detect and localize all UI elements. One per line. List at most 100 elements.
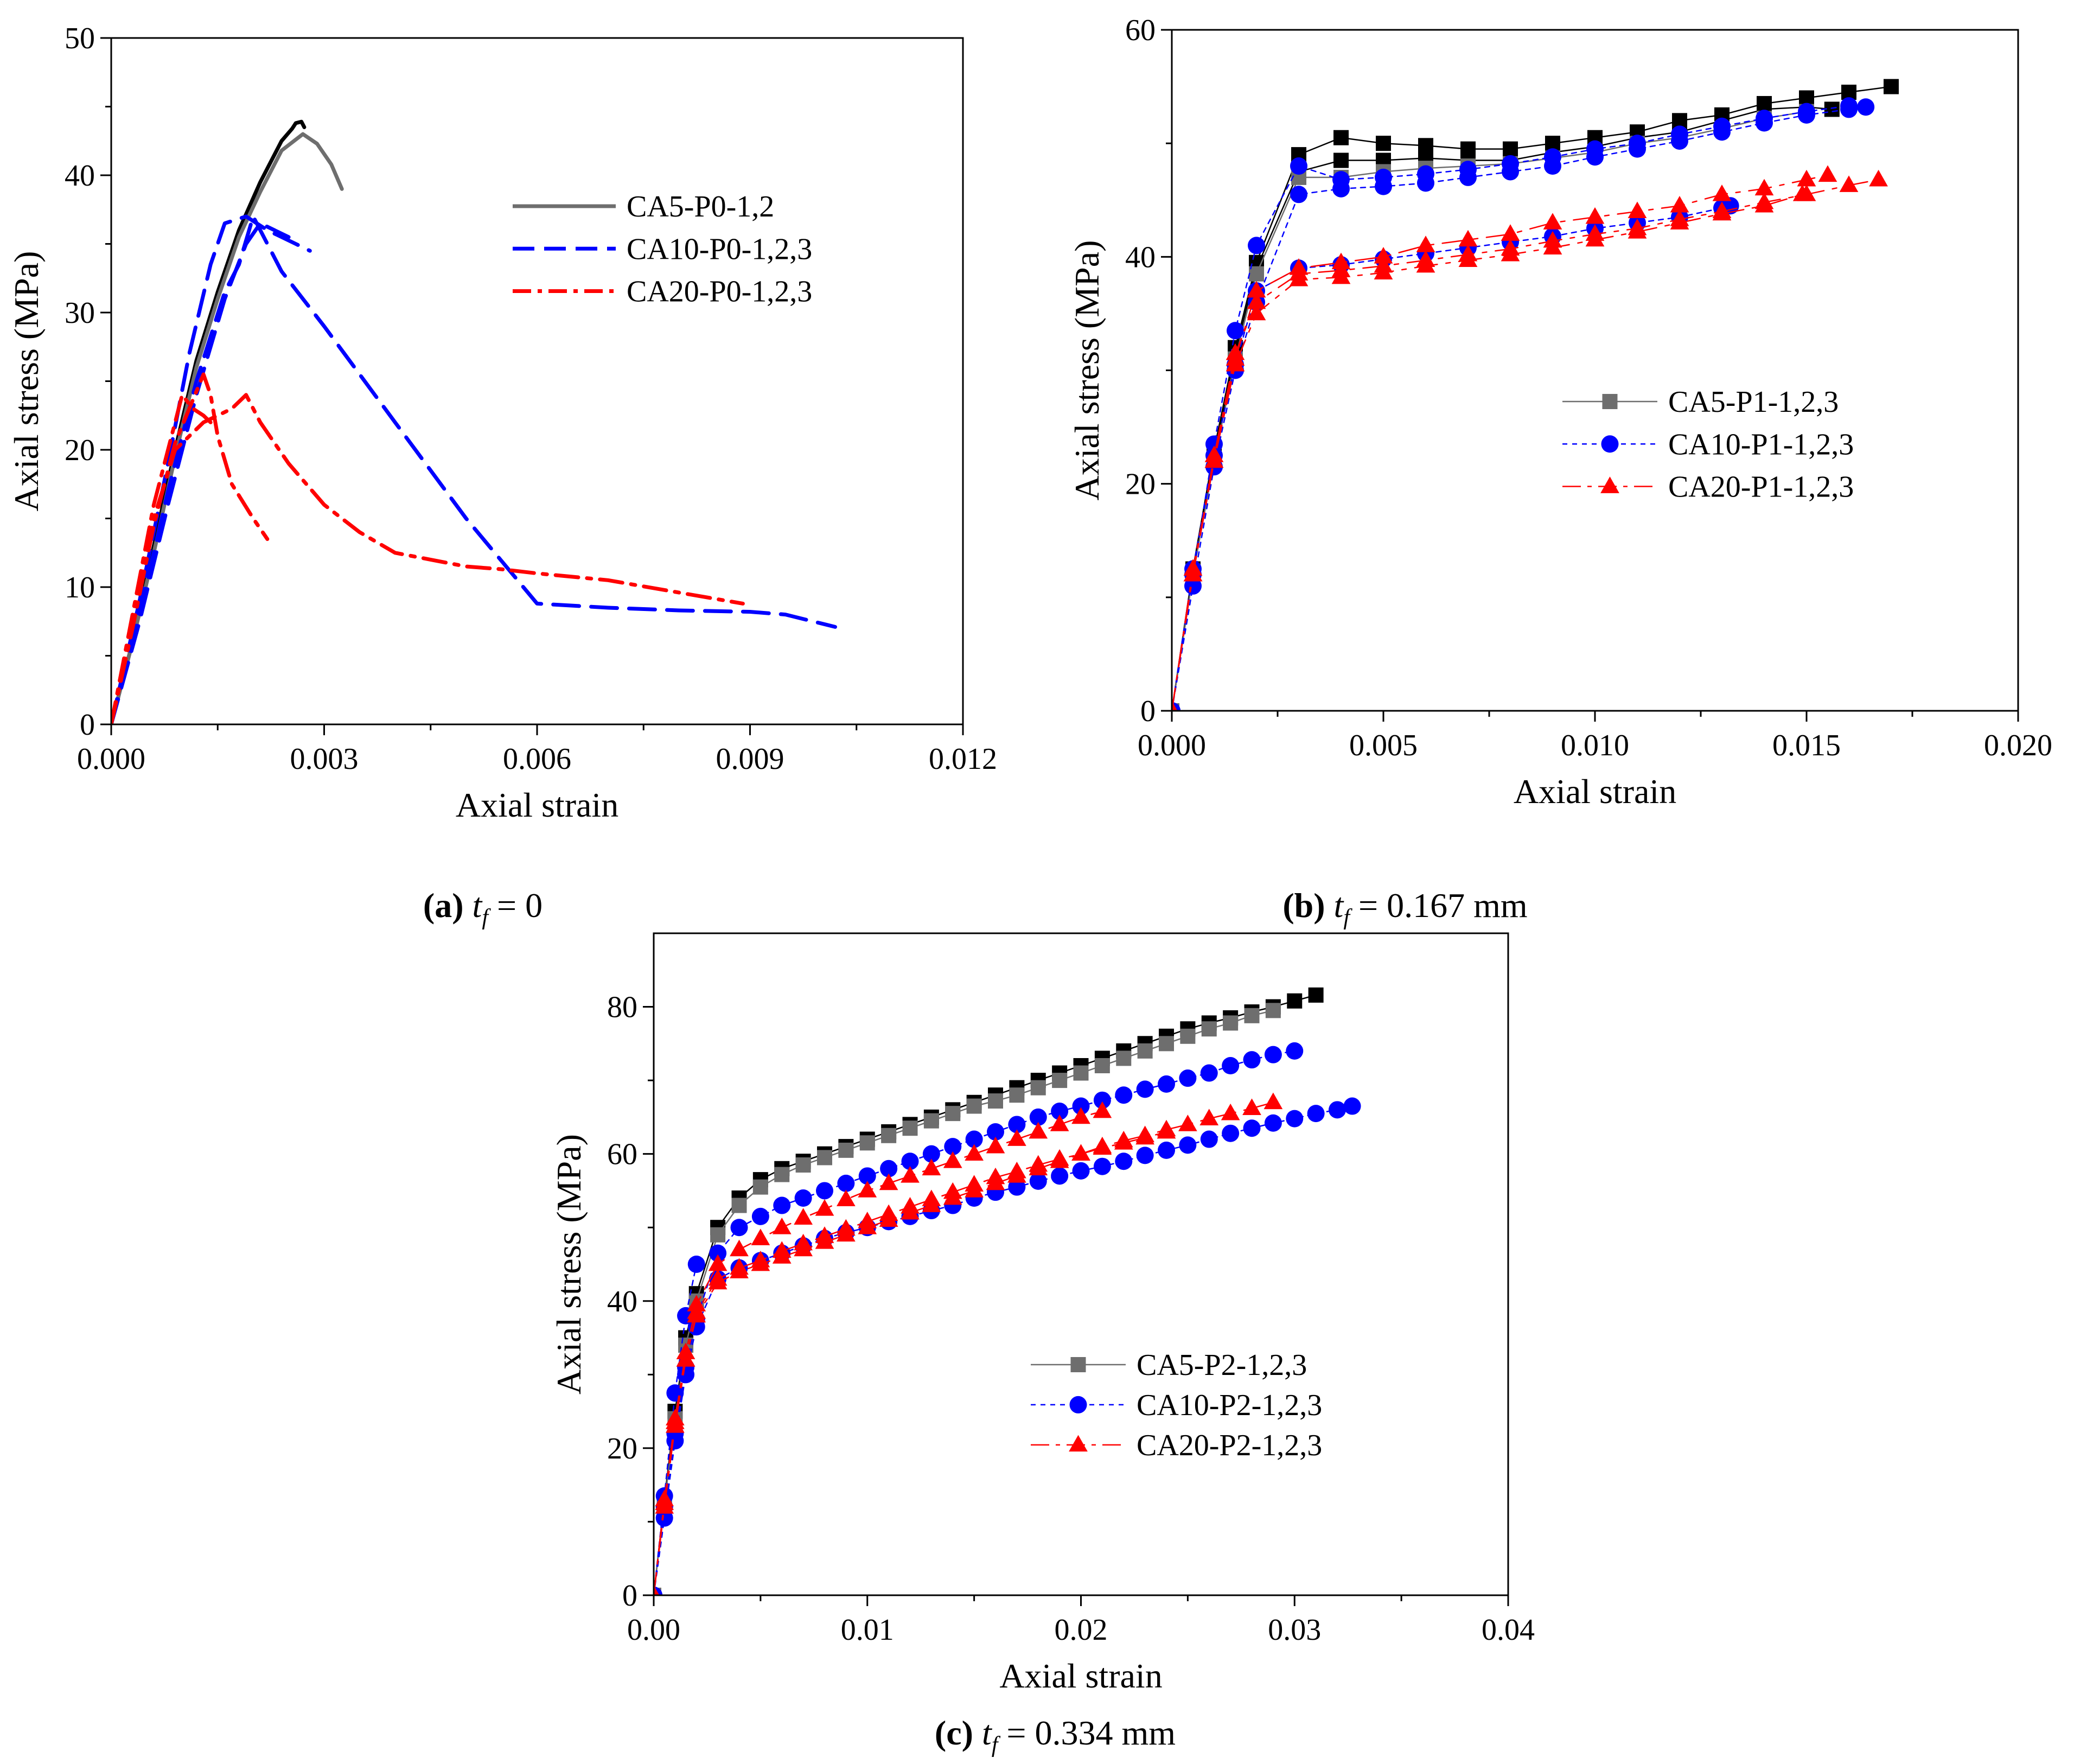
panel-b-series-8-point-7-triangle — [1374, 263, 1393, 279]
panel-c-series-5-point-19-triangle — [1007, 1129, 1026, 1146]
panel-c-series-2-point-6-circle — [730, 1219, 748, 1237]
panel-b-series-6-point-11-triangle — [1543, 213, 1562, 230]
panel-c-series-2-point-30-circle — [1243, 1051, 1261, 1069]
panel-b-series-4-point-14-circle — [1671, 125, 1688, 143]
panel-b-series-8-point-3-triangle — [1226, 354, 1245, 372]
panel-c-series-6-point-30-triangle — [1242, 1098, 1261, 1115]
panel-b-series-4-point-4-circle — [1248, 237, 1265, 254]
panel-b-legend-1-label: CA10-P1-1,2,3 — [1668, 428, 1854, 461]
panel-c-xtick-label-2: 0.02 — [1055, 1613, 1108, 1647]
panel-b-xtick-label-4: 0.020 — [1984, 729, 2052, 762]
panel-c-series-5-point-15-triangle — [922, 1158, 941, 1176]
panel-a-xtick-label-0: 0.000 — [77, 742, 145, 776]
panel-b-series-0-point-7-square — [1376, 136, 1391, 151]
panel-b-series-8-point-15-triangle — [1712, 203, 1732, 221]
panel-c-series-1-point-27-square — [1180, 1028, 1196, 1044]
panel-c-series-7-point-16-triangle — [943, 1182, 962, 1199]
panel-a-ytick-label-2: 20 — [65, 434, 95, 467]
panel-c-series-2-point-18-circle — [987, 1123, 1004, 1141]
panel-b-series-6-point-15-triangle — [1712, 184, 1732, 201]
panel-a-ytick-label-5: 50 — [65, 22, 95, 55]
panel-c-series-1-point-30-square — [1244, 1008, 1260, 1023]
panel-c-series-3-point-3-circle — [677, 1366, 695, 1384]
panel-a-xlabel: Axial strain — [456, 786, 618, 824]
panel-c-series-7-point-20-triangle — [1029, 1155, 1048, 1172]
panel-b-series-4-point-16-circle — [1756, 110, 1773, 128]
panel-c-series-1-point-14-square — [902, 1120, 918, 1136]
panel-a-series — [111, 119, 837, 724]
panel-b-ytick-label-1: 20 — [1125, 468, 1156, 501]
panel-c-series-7-point-14-triangle — [901, 1197, 920, 1214]
panel-c-series-3-point-31-circle — [1264, 1114, 1282, 1132]
panel-b-series-4-point-3-circle — [1227, 322, 1244, 340]
panel-c-series-3-point-33-circle — [1307, 1105, 1325, 1123]
panel-b-series-8-point-11-triangle — [1543, 238, 1562, 254]
panel-a-series-5-line — [111, 393, 745, 724]
panel-c-legend-1-marker-circle — [1069, 1396, 1087, 1413]
panel-b-series-4-point-10-circle — [1502, 155, 1519, 173]
panel-c-series-1-point-25-square — [1137, 1043, 1153, 1059]
panel-c-series-1-point-22-square — [1073, 1065, 1089, 1081]
panel-c-caption-rest: = 0.334 mm — [998, 1714, 1176, 1752]
panel-b-series-4-point-8-circle — [1417, 165, 1434, 183]
panel-c-series-7-point-17-triangle — [965, 1175, 984, 1192]
panel-b-xtick-label-0: 0.000 — [1138, 729, 1206, 762]
panel-c-series-5-point-21-triangle — [1050, 1115, 1069, 1131]
panel-c-series-7-point-25-triangle — [1135, 1128, 1154, 1145]
panel-a-ytick-label-1: 10 — [65, 571, 95, 604]
panel-b-series-2-point-4-square — [1249, 266, 1264, 282]
panel-c-series-5-point-5-triangle — [708, 1254, 728, 1271]
panel-c-series-5-point-12-triangle — [858, 1181, 877, 1198]
panel-b-legend-0-marker-square — [1602, 394, 1618, 409]
panel-b-series-7-point-3-triangle — [1226, 343, 1245, 360]
panel-c-series-2-point-25-circle — [1136, 1080, 1154, 1098]
panel-a: 0.000 0.003 0.006 0.009 0.012 0 10 20 30 40 50 Axia… — [7, 22, 997, 930]
panel-c-ytick-label-4: 80 — [607, 991, 637, 1024]
panel-b-series-4-point-13-circle — [1629, 135, 1646, 152]
panel-c-series-1-point-20-square — [1030, 1080, 1046, 1096]
panel-c-series-1-point-9-square — [795, 1157, 811, 1173]
panel-c-series-7-point-22-triangle — [1071, 1144, 1090, 1161]
panel-c-series-3-point-32-circle — [1286, 1110, 1304, 1128]
panel-c-legend-2-label: CA20-P2-1,2,3 — [1137, 1429, 1322, 1462]
panel-c-series-3-point-25-circle — [1136, 1147, 1154, 1164]
panel-b-xtick-label-1: 0.005 — [1349, 729, 1418, 762]
panel-c-caption-label: (c) — [935, 1714, 973, 1752]
panel-c-series-2-point-31-circle — [1264, 1046, 1282, 1064]
panel-c-series-3-point-30-circle — [1243, 1119, 1261, 1137]
panel-c-xtick-label-0: 0.00 — [627, 1613, 680, 1647]
panel-c-ytick-label-0: 0 — [622, 1579, 637, 1613]
panel-c-series — [654, 987, 1361, 1595]
panel-b-series-4-point-17-circle — [1798, 103, 1815, 120]
panel-b-series-6-point-10-triangle — [1501, 224, 1520, 241]
panel-c-series-1-point-6-square — [731, 1198, 747, 1213]
panel-c-series-6-point-29-triangle — [1221, 1103, 1240, 1120]
panel-c-series-2-point-28-circle — [1200, 1064, 1218, 1082]
panel-c-series-7-point-2-triangle — [666, 1412, 685, 1429]
panel-c-series-1-point-13-square — [881, 1128, 897, 1143]
panel-b-caption-space — [1325, 886, 1334, 925]
panel-c-series-2-point-19-circle — [1008, 1116, 1026, 1133]
panel-b-series-6-point-4-triangle — [1247, 281, 1266, 298]
panel-c-series-1-point-28-square — [1201, 1021, 1217, 1037]
panel-a-xtick-label-3: 0.009 — [716, 742, 784, 776]
panel-b-series-8-point-17-triangle — [1792, 184, 1812, 201]
panel-c-series-3-point-24-circle — [1115, 1152, 1133, 1170]
panel-b-series-7-point-18-triangle — [1839, 175, 1859, 192]
panel-c-series-1-point-11-square — [838, 1142, 854, 1158]
panel-c-series-2-point-14-circle — [901, 1152, 919, 1170]
panel-c-xtick-label-1: 0.01 — [841, 1613, 894, 1647]
panel-b-series-8-point-0-triangle — [1172, 700, 1178, 711]
panel-c-series-1-line — [654, 1010, 1274, 1595]
panel-c-series-3-point-20-circle — [1029, 1172, 1047, 1190]
panel-c-series-5-point-16-triangle — [943, 1151, 962, 1168]
panel-b-series-4-point-5-circle — [1290, 157, 1307, 175]
panel-b-series-4-point-12-circle — [1586, 140, 1604, 158]
panel-b-series-4-point-6-circle — [1332, 171, 1350, 189]
panel-b-series-8-point-6-triangle — [1331, 267, 1351, 284]
panel-b-series-0-point-19-square — [1884, 79, 1899, 94]
panel-c-series-5-point-17-triangle — [965, 1144, 984, 1161]
panel-b-legend-2-label: CA20-P1-1,2,3 — [1668, 470, 1854, 504]
panel-b-series-6-point-13-triangle — [1628, 201, 1647, 219]
panel-c-series-1-point-31-square — [1265, 1003, 1281, 1018]
